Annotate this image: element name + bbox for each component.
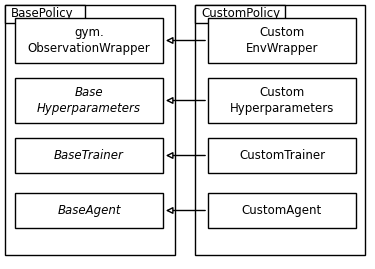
Bar [195, 5, 285, 23]
Bar [208, 193, 356, 228]
Bar [15, 18, 163, 63]
Text: BaseTrainer: BaseTrainer [54, 149, 124, 162]
Text: CustomAgent: CustomAgent [242, 204, 322, 217]
Bar [15, 193, 163, 228]
Bar [5, 5, 175, 255]
Text: CustomPolicy: CustomPolicy [201, 8, 280, 20]
Bar [208, 18, 356, 63]
Text: CustomTrainer: CustomTrainer [239, 149, 325, 162]
Text: Base
Hyperparameters: Base Hyperparameters [37, 86, 141, 115]
Text: gym.
ObservationWrapper: gym. ObservationWrapper [28, 26, 150, 55]
Text: Custom
EnvWrapper: Custom EnvWrapper [246, 26, 318, 55]
Bar [208, 78, 356, 123]
Bar [208, 138, 356, 173]
Text: BaseAgent: BaseAgent [57, 204, 121, 217]
Bar [195, 5, 365, 255]
Text: BasePolicy: BasePolicy [11, 8, 74, 20]
Bar [15, 78, 163, 123]
Bar [5, 5, 85, 23]
Bar [15, 138, 163, 173]
Text: Custom
Hyperparameters: Custom Hyperparameters [230, 86, 334, 115]
